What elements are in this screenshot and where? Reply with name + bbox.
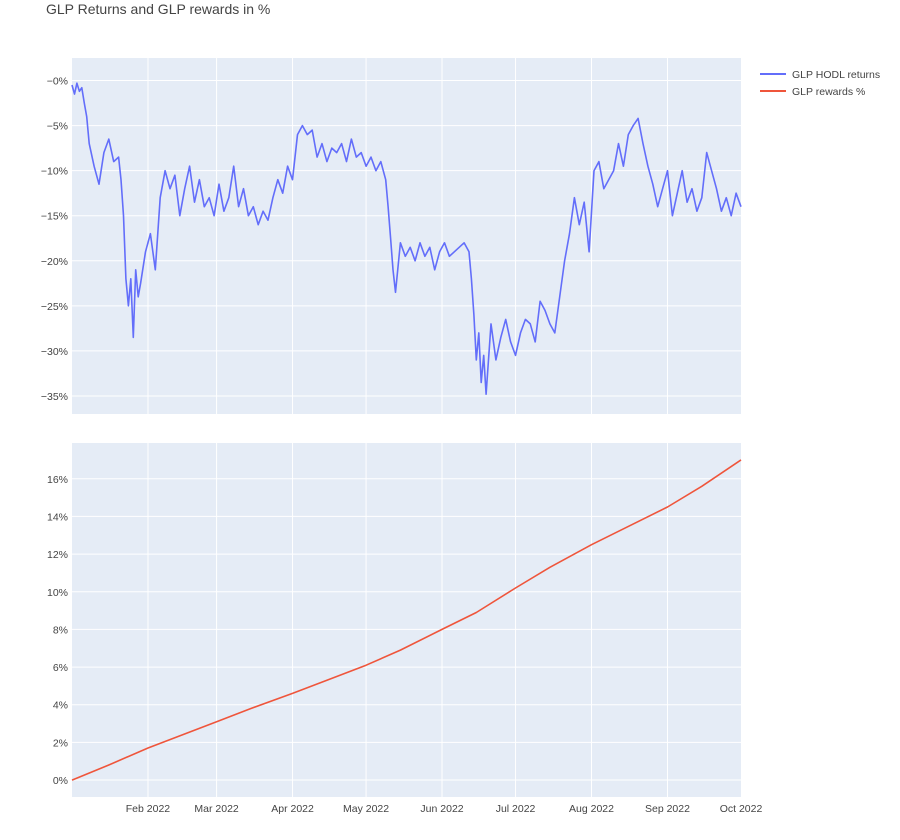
y-tick-label: 16% bbox=[47, 474, 68, 486]
y-tick-label: −35% bbox=[41, 391, 68, 403]
x-tick-label: Jun 2022 bbox=[420, 803, 463, 815]
x-tick-label: May 2022 bbox=[343, 803, 389, 815]
y-tick-label: 4% bbox=[53, 700, 68, 712]
y-tick-label: 8% bbox=[53, 624, 68, 636]
chart-title: GLP Returns and GLP rewards in % bbox=[46, 1, 270, 17]
top-panel: −0% −5% −10% −15% −20% −25% −30% −35% bbox=[41, 58, 742, 414]
y-tick-label: −5% bbox=[47, 121, 68, 133]
x-tick-label: Aug 2022 bbox=[569, 803, 614, 815]
x-tick-label: Sep 2022 bbox=[645, 803, 690, 815]
y-tick-label: 14% bbox=[47, 511, 68, 523]
x-tick-label: Oct 2022 bbox=[720, 803, 763, 815]
series-line-glp-rewards bbox=[71, 459, 742, 781]
y-tick-label: −25% bbox=[41, 301, 68, 313]
y-tick-label: 10% bbox=[47, 587, 68, 599]
bottom-plot-background bbox=[72, 443, 741, 797]
x-tick-label: Apr 2022 bbox=[271, 803, 314, 815]
x-tick-label: Feb 2022 bbox=[126, 803, 171, 815]
y-tick-label: 2% bbox=[53, 737, 68, 749]
y-tick-label: −0% bbox=[47, 76, 68, 88]
legend: GLP HODL returns GLP rewards % bbox=[760, 69, 880, 98]
x-tick-label: Mar 2022 bbox=[194, 803, 239, 815]
top-plot-background bbox=[72, 58, 741, 414]
y-tick-label: −30% bbox=[41, 346, 68, 358]
legend-label-hodl[interactable]: GLP HODL returns bbox=[792, 69, 880, 81]
y-tick-label: −15% bbox=[41, 211, 68, 223]
y-tick-label: −10% bbox=[41, 166, 68, 178]
y-tick-label: 12% bbox=[47, 549, 68, 561]
y-tick-label: 6% bbox=[53, 662, 68, 674]
bottom-panel: 0% 2% 4% 6% 8% 10% 12% 14% 16% Feb 2022 Mar 2022 A… bbox=[47, 443, 762, 815]
x-tick-label: Jul 2022 bbox=[496, 803, 536, 815]
y-tick-label: 0% bbox=[53, 775, 68, 787]
legend-label-rewards[interactable]: GLP rewards % bbox=[792, 86, 865, 98]
series-line-glp-hodl-returns bbox=[71, 82, 742, 396]
y-tick-label: −20% bbox=[41, 256, 68, 268]
